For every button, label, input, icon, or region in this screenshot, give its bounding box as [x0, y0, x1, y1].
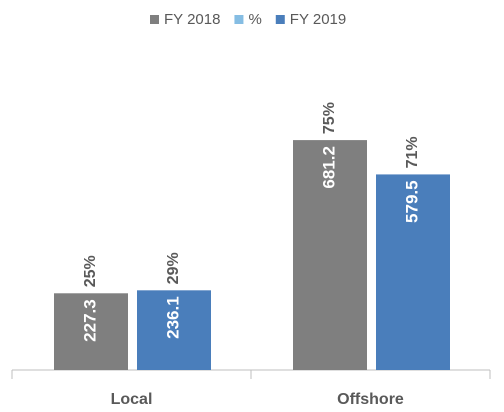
share-label: 29% — [165, 252, 182, 284]
bar — [293, 140, 367, 370]
value-label: 681.2 — [319, 146, 338, 189]
value-label: 236.1 — [163, 296, 182, 339]
x-tick-label: Local — [111, 391, 153, 408]
legend-swatch — [275, 15, 285, 24]
legend-label: FY 2019 — [290, 11, 346, 28]
bar — [376, 174, 450, 370]
share-label: 25% — [82, 255, 99, 287]
x-tick-label: Offshore — [337, 391, 404, 408]
bar — [54, 293, 128, 370]
value-label: 579.5 — [402, 180, 421, 223]
legend-label: FY 2018 — [164, 11, 220, 28]
value-label: 227.3 — [80, 299, 99, 342]
legend-label: % — [248, 11, 261, 28]
share-label: 71% — [404, 136, 421, 168]
share-label: 75% — [321, 102, 338, 134]
legend-swatch — [150, 15, 159, 24]
bar — [137, 290, 211, 370]
legend-swatch — [234, 15, 244, 24]
